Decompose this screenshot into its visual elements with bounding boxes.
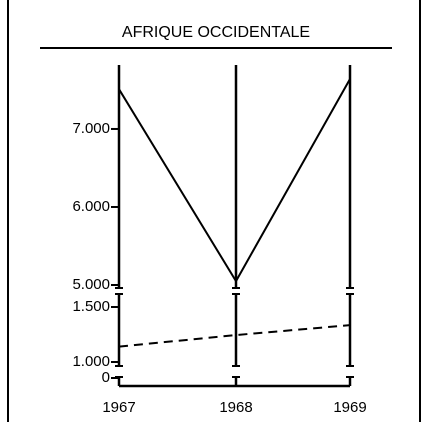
y-tick-label: 1.000 <box>72 353 110 370</box>
y-tick-label: 0 <box>102 369 110 386</box>
series-line <box>118 324 351 348</box>
y-tick-label: 6.000 <box>72 198 110 215</box>
x-tick-label: 1967 <box>102 399 135 416</box>
x-tick-label: 1969 <box>333 399 366 416</box>
y-tick-label: 7.000 <box>72 120 110 137</box>
y-tick-label: 5.000 <box>72 276 110 293</box>
chart-title: AFRIQUE OCCIDENTALE <box>122 24 310 41</box>
y-tick-label: 1.500 <box>72 298 110 315</box>
series-line <box>118 78 351 284</box>
x-tick-label: 1968 <box>219 399 252 416</box>
